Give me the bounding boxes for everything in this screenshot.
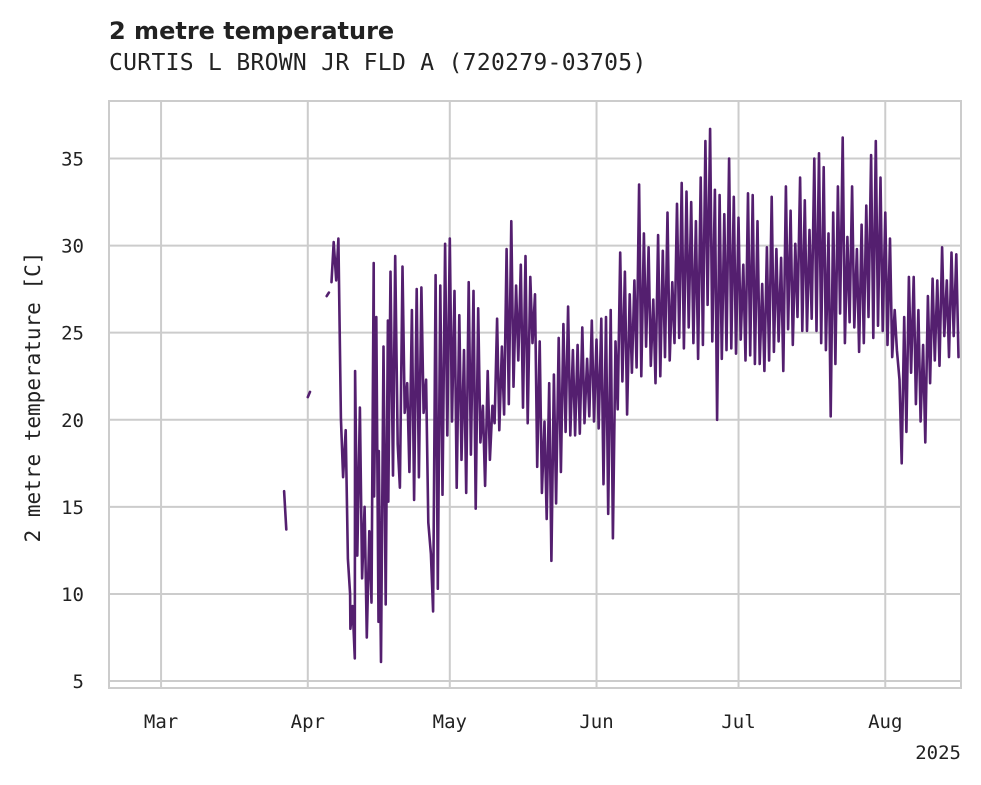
x-tick-label: Jun	[579, 711, 613, 733]
y-tick-label: 25	[61, 323, 84, 345]
temperature-series-line	[306, 390, 312, 399]
y-tick-label: 30	[61, 236, 84, 258]
x-tick-labels: Mar Apr May Jun Jul Aug	[144, 711, 903, 733]
temperature-series-line	[325, 291, 331, 298]
x-tick-label: Jul	[721, 711, 755, 733]
x-tick-label: Aug	[868, 711, 902, 733]
x-tick-label: May	[433, 711, 467, 733]
y-tick-label: 5	[73, 671, 84, 693]
temperature-series-line	[330, 127, 960, 664]
plot-frame	[108, 100, 962, 689]
y-tick-label: 15	[61, 497, 84, 519]
series-layer	[282, 127, 960, 664]
y-tick-labels: 5 10 15 20 25 30 35	[61, 148, 84, 693]
y-tick-label: 10	[61, 584, 84, 606]
y-tick-label: 20	[61, 410, 84, 432]
temperature-series-line	[282, 489, 288, 531]
x-axis-year-label: 2025	[915, 742, 961, 764]
y-axis-label: 2 metre temperature [C]	[21, 252, 45, 543]
y-tick-label: 35	[61, 148, 84, 170]
x-tick-label: Mar	[144, 711, 178, 733]
chart-subtitle: CURTIS L BROWN JR FLD A (720279-03705)	[109, 50, 647, 76]
chart-title: 2 metre temperature	[109, 17, 395, 45]
x-tick-label: Apr	[291, 711, 325, 733]
